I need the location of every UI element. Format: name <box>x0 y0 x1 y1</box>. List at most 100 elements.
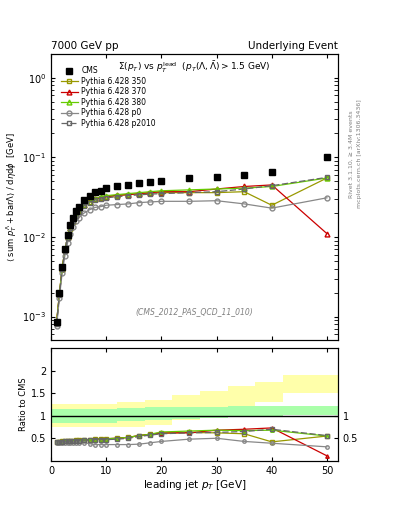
Pythia 6.428 370 <box>98 195 103 201</box>
CMS <box>214 174 219 180</box>
Pythia 6.428 p2010 <box>325 174 329 180</box>
Pythia 6.428 370 <box>270 182 274 188</box>
Pythia 6.428 p0 <box>115 202 119 208</box>
Pythia 6.428 p0 <box>242 201 246 207</box>
Pythia 6.428 370 <box>214 186 219 192</box>
Pythia 6.428 380 <box>104 193 108 199</box>
Pythia 6.428 370 <box>126 191 131 198</box>
Pythia 6.428 380 <box>187 187 191 193</box>
Pythia 6.428 p2010 <box>68 225 73 231</box>
Pythia 6.428 380 <box>93 196 97 202</box>
Pythia 6.428 370 <box>57 291 62 297</box>
Pythia 6.428 p0 <box>214 198 219 204</box>
Pythia 6.428 p0 <box>54 324 59 330</box>
CMS <box>98 188 103 194</box>
Pythia 6.428 380 <box>98 194 103 200</box>
Line: Pythia 6.428 p2010: Pythia 6.428 p2010 <box>54 175 329 327</box>
Pythia 6.428 350 <box>60 266 64 272</box>
CMS <box>73 208 78 215</box>
Pythia 6.428 380 <box>60 266 64 272</box>
Pythia 6.428 p2010 <box>126 193 131 199</box>
Pythia 6.428 350 <box>87 199 92 205</box>
Pythia 6.428 p0 <box>93 204 97 210</box>
Pythia 6.428 350 <box>137 190 142 197</box>
Y-axis label: $\langle$ sum $p_T^{\Lambda}+{\rm bar}\Lambda\rangle$ / d$\eta$d$\phi$  [GeV]: $\langle$ sum $p_T^{\Lambda}+{\rm bar}\L… <box>5 132 20 262</box>
Pythia 6.428 370 <box>187 188 191 195</box>
Pythia 6.428 350 <box>68 225 73 231</box>
Pythia 6.428 380 <box>65 234 70 240</box>
Pythia 6.428 p0 <box>82 210 86 216</box>
Pythia 6.428 380 <box>54 319 59 325</box>
Pythia 6.428 380 <box>71 218 75 224</box>
CMS <box>68 222 73 228</box>
Text: Underlying Event: Underlying Event <box>248 41 338 51</box>
Pythia 6.428 370 <box>87 199 92 205</box>
CMS <box>65 232 70 238</box>
CMS <box>57 289 62 295</box>
Pythia 6.428 p0 <box>187 198 191 204</box>
Pythia 6.428 380 <box>62 247 67 253</box>
Pythia 6.428 350 <box>57 291 62 297</box>
Pythia 6.428 350 <box>54 319 59 325</box>
Line: Pythia 6.428 350: Pythia 6.428 350 <box>54 176 329 325</box>
CMS <box>187 175 191 181</box>
Pythia 6.428 p0 <box>270 205 274 211</box>
Text: 7000 GeV pp: 7000 GeV pp <box>51 41 119 51</box>
Pythia 6.428 p0 <box>73 218 78 224</box>
CMS <box>76 204 81 210</box>
Pythia 6.428 370 <box>68 225 73 231</box>
Pythia 6.428 370 <box>137 190 142 197</box>
Pythia 6.428 380 <box>270 183 274 189</box>
Pythia 6.428 380 <box>82 202 86 208</box>
Pythia 6.428 p0 <box>71 223 75 229</box>
CMS <box>325 154 329 160</box>
Pythia 6.428 370 <box>71 218 75 224</box>
Text: (CMS_2012_PAS_QCD_11_010): (CMS_2012_PAS_QCD_11_010) <box>136 307 253 316</box>
Pythia 6.428 p2010 <box>93 197 97 203</box>
CMS <box>93 188 97 195</box>
Pythia 6.428 380 <box>68 225 73 231</box>
Line: Pythia 6.428 p0: Pythia 6.428 p0 <box>54 196 329 329</box>
Pythia 6.428 p0 <box>65 240 70 246</box>
Text: Rivet 3.1.10, ≥ 3.4M events: Rivet 3.1.10, ≥ 3.4M events <box>349 110 354 198</box>
Pythia 6.428 370 <box>242 183 246 189</box>
Pythia 6.428 350 <box>104 194 108 200</box>
Pythia 6.428 350 <box>187 189 191 196</box>
Line: CMS: CMS <box>53 154 331 326</box>
Pythia 6.428 380 <box>148 188 153 195</box>
Pythia 6.428 p0 <box>62 253 67 259</box>
Pythia 6.428 p2010 <box>270 183 274 189</box>
Pythia 6.428 p0 <box>60 270 64 276</box>
Pythia 6.428 380 <box>214 186 219 192</box>
Pythia 6.428 p2010 <box>242 186 246 192</box>
Pythia 6.428 380 <box>242 185 246 191</box>
CMS <box>62 246 67 252</box>
Pythia 6.428 p2010 <box>60 266 64 272</box>
Pythia 6.428 350 <box>82 202 86 208</box>
Legend: CMS, Pythia 6.428 350, Pythia 6.428 370, Pythia 6.428 380, Pythia 6.428 p0, Pyth: CMS, Pythia 6.428 350, Pythia 6.428 370,… <box>58 63 159 131</box>
Y-axis label: Ratio to CMS: Ratio to CMS <box>19 378 28 431</box>
Pythia 6.428 p0 <box>159 198 164 204</box>
Pythia 6.428 p2010 <box>159 190 164 197</box>
CMS <box>82 197 86 203</box>
Pythia 6.428 350 <box>270 202 274 208</box>
Pythia 6.428 p0 <box>325 195 329 201</box>
Pythia 6.428 370 <box>93 196 97 202</box>
CMS <box>115 183 119 189</box>
CMS <box>137 180 142 186</box>
Pythia 6.428 380 <box>73 211 78 218</box>
Pythia 6.428 380 <box>76 208 81 215</box>
CMS <box>242 172 246 178</box>
Pythia 6.428 350 <box>214 189 219 196</box>
Pythia 6.428 380 <box>87 199 92 205</box>
CMS <box>54 319 59 325</box>
Pythia 6.428 370 <box>73 211 78 218</box>
Pythia 6.428 380 <box>137 189 142 196</box>
Pythia 6.428 350 <box>73 211 78 218</box>
Pythia 6.428 p0 <box>57 295 62 301</box>
CMS <box>126 182 131 188</box>
CMS <box>104 185 108 191</box>
X-axis label: leading jet $p_T$ [GeV]: leading jet $p_T$ [GeV] <box>143 478 246 493</box>
Pythia 6.428 p0 <box>87 206 92 212</box>
Pythia 6.428 p2010 <box>62 248 67 254</box>
